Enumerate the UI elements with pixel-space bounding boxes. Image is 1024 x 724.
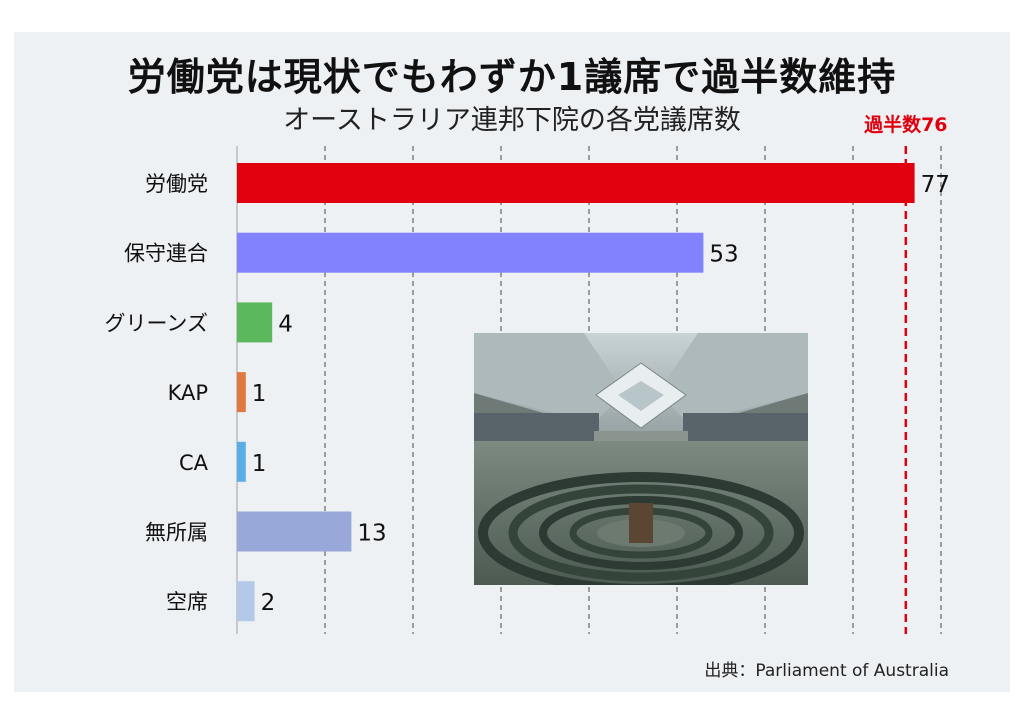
bar — [237, 441, 246, 482]
majority-reference-label: 過半数76 — [864, 113, 947, 136]
bar — [237, 511, 352, 552]
bars: 労働党 77 保守連合 53 グリーンズ 4 KAP 1 CA 1 無所属 13 空席 2 — [104, 163, 950, 622]
bar — [237, 302, 273, 343]
value-label: 77 — [921, 172, 950, 198]
category-label: 労働党 — [145, 172, 208, 196]
category-label: 空席 — [166, 590, 208, 614]
value-label: 2 — [261, 590, 276, 616]
bar — [237, 372, 246, 413]
chart-title: 労働党は現状でもわずか1議席で過半数維持 — [127, 55, 897, 99]
category-label: CA — [179, 451, 209, 475]
bar — [237, 163, 915, 203]
bar — [237, 581, 255, 622]
value-label: 1 — [252, 381, 267, 407]
value-label: 53 — [709, 242, 738, 268]
bar — [237, 232, 704, 273]
chamber-photo — [474, 333, 808, 585]
source-note: 出典：Parliament of Australia — [704, 661, 949, 681]
category-label: グリーンズ — [104, 311, 208, 335]
category-label: KAP — [168, 381, 208, 405]
value-label: 13 — [357, 521, 386, 547]
value-label: 1 — [252, 451, 267, 477]
value-label: 4 — [278, 311, 293, 337]
chart-subtitle: オーストラリア連邦下院の各党議席数 — [283, 105, 741, 136]
category-label: 無所属 — [145, 521, 208, 545]
category-label: 保守連合 — [124, 242, 208, 266]
